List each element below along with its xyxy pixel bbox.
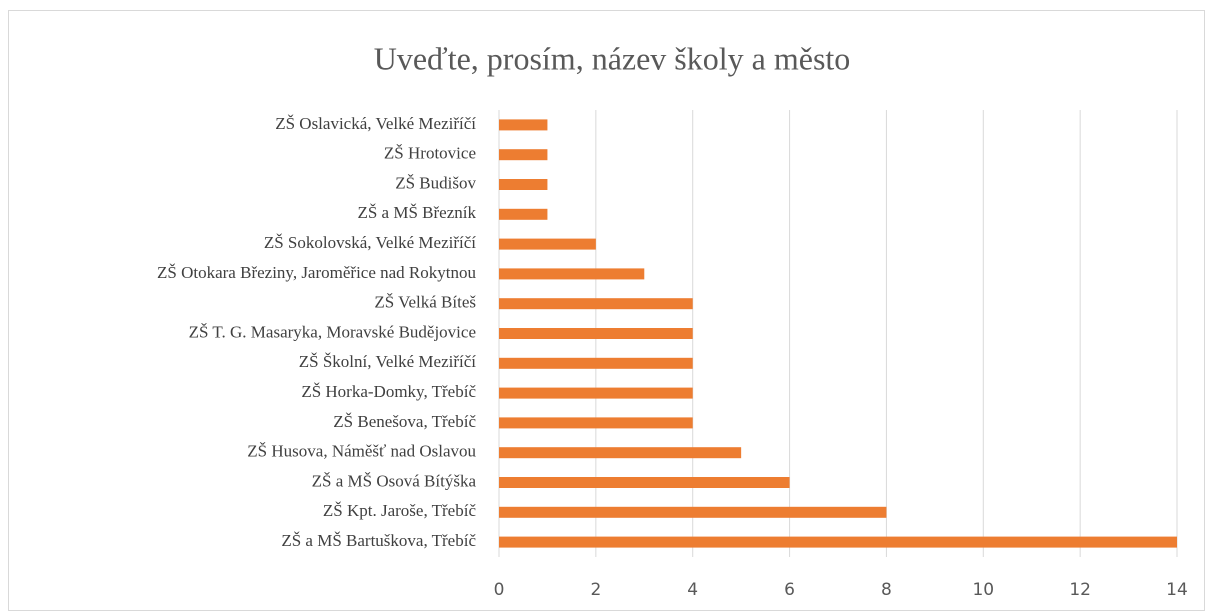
bar <box>499 357 693 369</box>
y-tick-label: ZŠ Hrotovice <box>384 144 476 163</box>
x-tick-label: 4 <box>687 580 698 600</box>
bar <box>499 208 548 220</box>
bar <box>499 387 693 399</box>
chart-frame <box>8 10 1205 611</box>
bar <box>499 149 548 161</box>
bar <box>499 417 693 429</box>
bar <box>499 506 887 518</box>
y-tick-label: ZŠ Benešova, Třebíč <box>333 412 476 431</box>
y-tick-label: ZŠ Oslavická, Velké Meziříčí <box>275 114 476 133</box>
x-tick-label: 0 <box>494 580 505 600</box>
bar <box>499 536 1177 548</box>
y-tick-label: ZŠ a MŠ Osová Bítýška <box>312 471 477 490</box>
x-tick-label: 10 <box>972 580 994 600</box>
y-tick-label: ZŠ T. G. Masaryka, Moravské Budějovice <box>189 322 476 341</box>
bar <box>499 298 693 310</box>
y-tick-label: ZŠ Kpt. Jaroše, Třebíč <box>323 501 477 520</box>
bar <box>499 268 645 280</box>
y-tick-label: ZŠ Sokolovská, Velké Meziříčí <box>264 233 476 252</box>
bar <box>499 119 548 131</box>
bar <box>499 238 596 250</box>
x-tick-label: 12 <box>1069 580 1091 600</box>
y-tick-label: ZŠ Horka-Domky, Třebíč <box>301 382 476 401</box>
x-tick-label: 8 <box>881 580 892 600</box>
y-tick-label: ZŠ Otokara Březiny, Jaroměřice nad Rokyt… <box>157 263 476 282</box>
bar <box>499 328 693 339</box>
chart-title: Uveďte, prosím, název školy a město <box>374 40 851 76</box>
bar <box>499 477 790 488</box>
y-tick-label: ZŠ Budišov <box>395 173 476 192</box>
y-tick-label: ZŠ Velká Bíteš <box>374 293 476 312</box>
y-tick-label: ZŠ Školní, Velké Meziříčí <box>299 352 476 371</box>
bar <box>499 447 742 459</box>
x-tick-label: 6 <box>784 580 795 600</box>
y-tick-label: ZŠ a MŠ Bartuškova, Třebíč <box>281 531 476 550</box>
bar <box>499 179 548 190</box>
y-tick-label: ZŠ Husova, Náměšť nad Oslavou <box>247 442 476 461</box>
x-tick-label: 14 <box>1166 580 1188 600</box>
y-tick-label: ZŠ a MŠ Březník <box>357 203 476 222</box>
x-tick-label: 2 <box>590 580 601 600</box>
